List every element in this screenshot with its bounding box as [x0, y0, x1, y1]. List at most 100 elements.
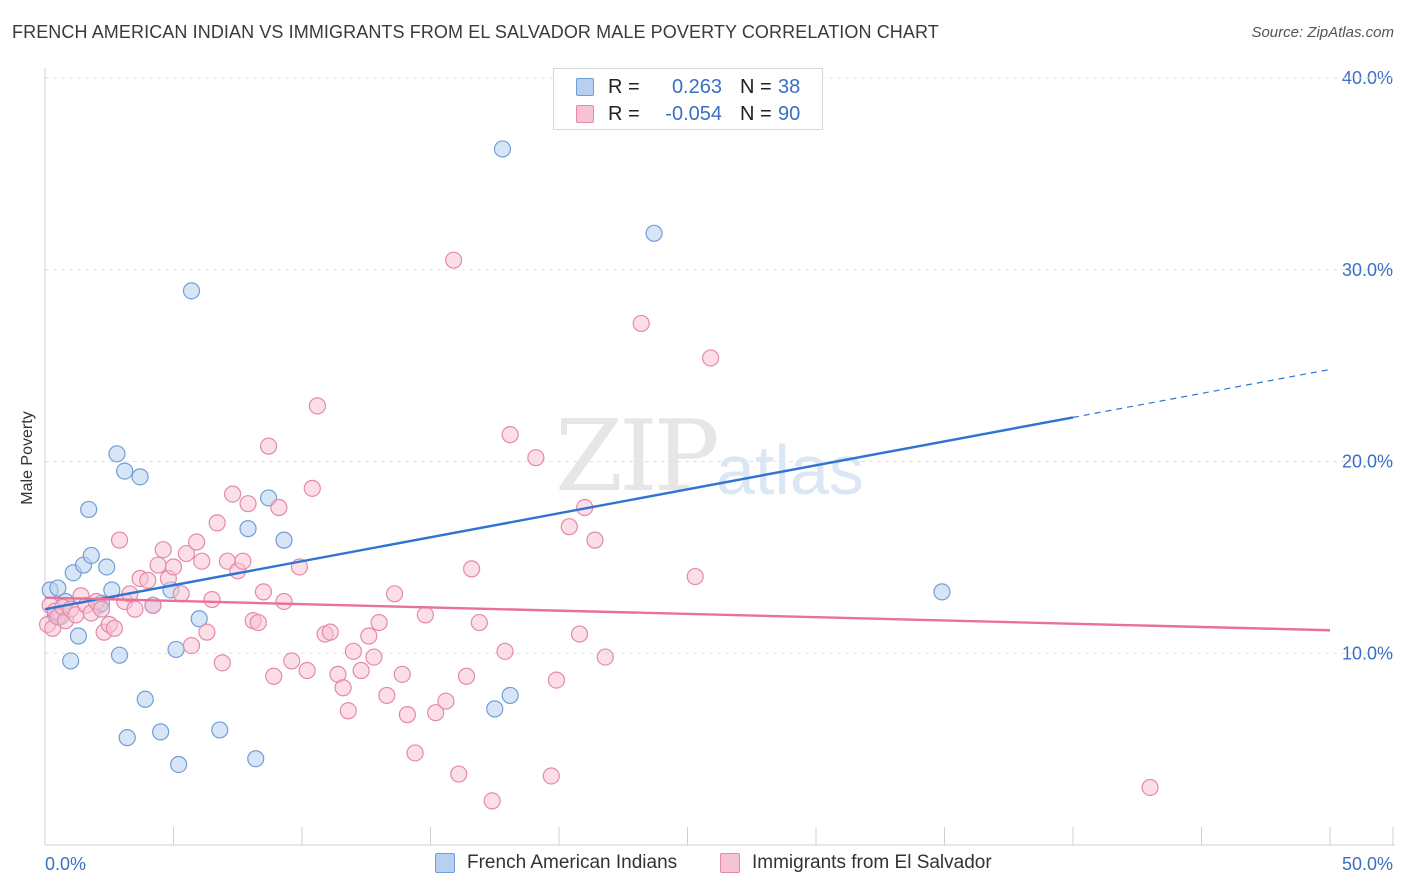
blue-point: [62, 652, 80, 670]
blue-point: [211, 721, 229, 739]
legend-r-value: 0.263: [671, 75, 722, 98]
pink-point: [164, 558, 183, 576]
pink-point: [239, 495, 257, 513]
pink-point: [177, 544, 195, 563]
pink-point: [126, 600, 144, 618]
pink-point: [370, 613, 388, 632]
blue-point: [116, 462, 134, 480]
x-tick-label: 0.0%: [45, 854, 86, 874]
blue-point: [247, 750, 265, 768]
pink-point: [352, 661, 370, 680]
blue-point: [152, 723, 170, 741]
pink-point: [224, 485, 242, 503]
pink-point: [360, 627, 378, 645]
pink-point: [365, 648, 383, 666]
pink-point: [560, 518, 578, 536]
pink-point: [542, 767, 560, 785]
pink-point: [283, 652, 301, 670]
blue-point: [275, 531, 293, 549]
legend-label: French American Indians: [467, 852, 678, 873]
blue-point: [98, 558, 116, 576]
legend-item-immigrants-el-salvador[interactable]: Immigrants from El Salvador: [720, 852, 992, 874]
pink-point: [570, 625, 589, 643]
legend-n-value: 90: [778, 102, 801, 125]
blue-point: [933, 583, 951, 601]
blue-point: [493, 140, 512, 158]
blue-point: [182, 282, 201, 300]
pink-point: [416, 606, 434, 624]
legend-swatch-series-1: [576, 78, 594, 96]
pink-point: [702, 349, 720, 367]
pink-point: [182, 636, 201, 655]
pink-point: [378, 686, 396, 705]
pink-point: [339, 702, 357, 720]
legend-swatch-blue: [435, 853, 455, 873]
blue-point: [110, 646, 129, 664]
y-tick-label: 20.0%: [1342, 452, 1393, 472]
pink-point: [193, 552, 211, 570]
blue-point: [80, 500, 98, 519]
y-tick-label: 30.0%: [1342, 260, 1393, 280]
pink-point: [463, 560, 481, 578]
pink-point: [198, 623, 216, 641]
pink-point: [270, 498, 288, 517]
pink-trend-line: [44, 596, 1331, 632]
blue-point: [239, 520, 257, 538]
pink-point: [393, 665, 411, 683]
pink-point: [188, 533, 206, 551]
pink-point: [154, 541, 172, 559]
blue-point: [108, 445, 126, 463]
pink-point: [92, 600, 111, 618]
blue-trend-line: [44, 416, 1074, 611]
chart-title: FRENCH AMERICAN INDIAN VS IMMIGRANTS FRO…: [12, 22, 939, 42]
pink-point: [254, 583, 273, 601]
pink-point: [437, 692, 455, 710]
pink-point: [632, 314, 650, 333]
legend-n-value: 38: [778, 75, 801, 98]
legend-swatch-series-2: [576, 105, 594, 123]
blue-point: [82, 546, 100, 565]
pink-point: [547, 671, 566, 689]
legend-r-value: -0.054: [665, 102, 722, 125]
pink-point: [527, 449, 545, 467]
blue-point: [190, 610, 208, 628]
pink-point: [496, 642, 514, 660]
blue-point: [131, 468, 149, 486]
legend-n-label: N =: [740, 75, 772, 98]
blue-trend-extension: [1072, 368, 1331, 418]
x-tick-label: 50.0%: [1342, 854, 1393, 874]
pink-point: [321, 623, 339, 641]
pink-point: [470, 613, 488, 632]
pink-point: [298, 661, 316, 680]
pink-point: [308, 397, 327, 415]
legend-row-series-2: R = -0.054 N = 90: [576, 101, 800, 127]
pink-point: [203, 590, 221, 609]
pink-point: [334, 679, 352, 697]
stats-legend: R = 0.263 N = 38 R = -0.054 N = 90: [553, 68, 823, 130]
pink-point: [445, 251, 463, 269]
pink-point: [208, 514, 226, 532]
pink-point: [234, 552, 252, 570]
blue-point: [167, 640, 185, 659]
legend-n-label: N =: [740, 102, 772, 125]
series-legend: French American Indians Immigrants from …: [0, 852, 1406, 876]
legend-row-series-1: R = 0.263 N = 38: [576, 74, 800, 100]
legend-item-french-american-indians[interactable]: French American Indians: [435, 852, 677, 874]
pink-point: [344, 642, 362, 660]
pink-point: [385, 585, 404, 603]
legend-r-label: R =: [608, 75, 640, 98]
blue-point: [118, 729, 136, 747]
pink-point: [457, 667, 476, 685]
pink-point: [265, 667, 283, 685]
legend-r-label: R =: [608, 102, 640, 125]
pink-point: [149, 556, 167, 574]
blue-point: [69, 627, 88, 645]
pink-point: [1141, 778, 1159, 797]
blue-point: [170, 755, 188, 774]
pink-point: [483, 792, 501, 810]
pink-point: [249, 613, 267, 632]
pink-point: [172, 585, 190, 603]
blue-point: [103, 581, 121, 599]
pink-point: [501, 426, 519, 444]
